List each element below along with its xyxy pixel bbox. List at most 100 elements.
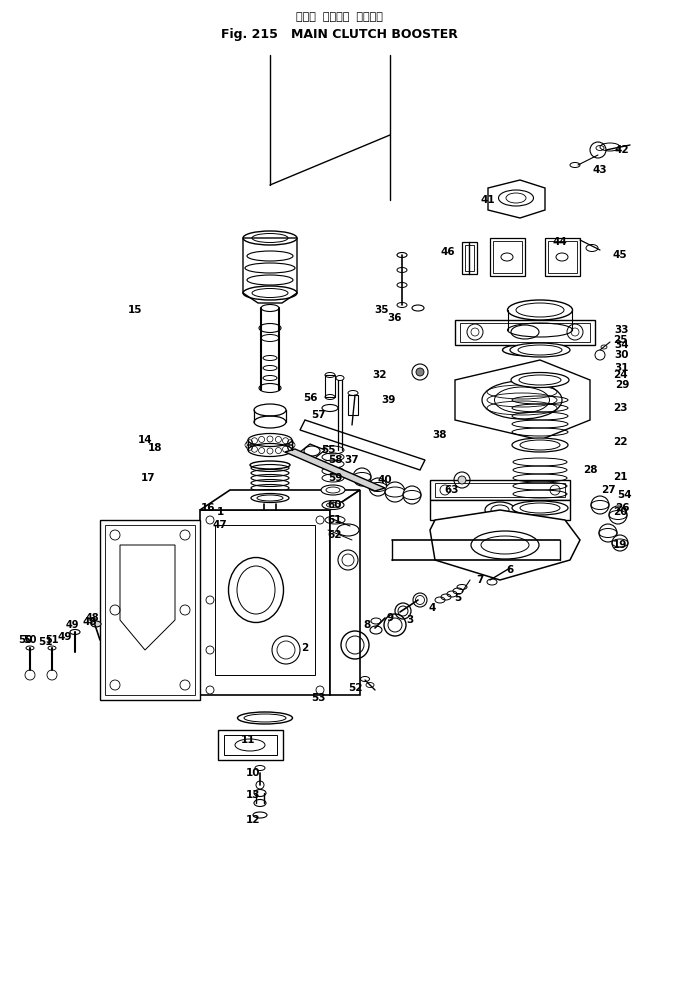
Text: 31: 31 <box>615 363 629 373</box>
Polygon shape <box>100 520 200 700</box>
Circle shape <box>591 496 609 514</box>
Ellipse shape <box>556 253 568 261</box>
Ellipse shape <box>251 494 289 502</box>
Text: 50: 50 <box>23 635 37 645</box>
Polygon shape <box>243 238 297 303</box>
Text: 56: 56 <box>303 393 317 403</box>
Text: 11: 11 <box>241 735 255 745</box>
Circle shape <box>612 535 628 551</box>
Ellipse shape <box>570 163 580 167</box>
Polygon shape <box>300 444 325 458</box>
Text: 34: 34 <box>615 340 629 350</box>
Circle shape <box>609 506 627 524</box>
Text: 28: 28 <box>583 465 597 475</box>
Polygon shape <box>285 449 385 491</box>
Text: 49: 49 <box>58 632 73 642</box>
Text: 19: 19 <box>613 540 627 550</box>
Ellipse shape <box>586 245 598 252</box>
Polygon shape <box>455 360 590 440</box>
Text: 35: 35 <box>375 305 389 315</box>
Text: 47: 47 <box>213 520 227 530</box>
Text: 13: 13 <box>245 790 260 800</box>
Text: 20: 20 <box>613 507 627 517</box>
Text: 63: 63 <box>445 485 459 495</box>
Text: 32: 32 <box>373 370 387 380</box>
Text: 38: 38 <box>433 430 447 440</box>
Text: 60: 60 <box>327 500 342 510</box>
Text: 10: 10 <box>245 768 260 778</box>
Text: 14: 14 <box>138 435 153 445</box>
Text: 27: 27 <box>601 485 616 495</box>
Ellipse shape <box>511 373 569 387</box>
Bar <box>218 730 283 760</box>
Text: 3: 3 <box>406 615 414 625</box>
Circle shape <box>369 478 387 496</box>
Text: 57: 57 <box>311 410 325 420</box>
Text: 43: 43 <box>593 165 607 175</box>
Text: Fig. 215   MAIN CLUTCH BOOSTER: Fig. 215 MAIN CLUTCH BOOSTER <box>220 28 458 41</box>
Text: 33: 33 <box>615 325 629 335</box>
Text: 61: 61 <box>327 515 342 525</box>
Text: 48: 48 <box>83 617 98 627</box>
Text: 29: 29 <box>615 380 629 390</box>
Polygon shape <box>430 480 570 500</box>
Text: 50: 50 <box>18 635 33 645</box>
Ellipse shape <box>412 305 424 311</box>
Text: 51: 51 <box>38 637 52 647</box>
Bar <box>545 238 580 276</box>
Text: メイン  クラッチ  ブースタ: メイン クラッチ ブースタ <box>296 12 382 22</box>
Circle shape <box>590 142 606 158</box>
Text: 22: 22 <box>613 437 627 447</box>
Text: 42: 42 <box>615 145 629 155</box>
Text: 58: 58 <box>327 455 342 465</box>
Text: 52: 52 <box>348 683 362 693</box>
Text: 45: 45 <box>613 250 627 260</box>
Polygon shape <box>200 490 360 510</box>
Bar <box>493 241 522 273</box>
Ellipse shape <box>508 300 572 320</box>
Bar <box>462 242 477 274</box>
Text: 55: 55 <box>321 445 335 455</box>
Bar <box>465 245 474 271</box>
Ellipse shape <box>322 500 344 509</box>
Text: 24: 24 <box>613 370 627 380</box>
Ellipse shape <box>91 621 101 627</box>
Text: 36: 36 <box>388 313 402 323</box>
Text: 1: 1 <box>216 507 224 517</box>
Text: 9: 9 <box>386 613 393 623</box>
Text: 49: 49 <box>65 620 79 630</box>
Ellipse shape <box>501 253 513 261</box>
Text: 7: 7 <box>477 575 483 585</box>
Text: 25: 25 <box>613 335 627 345</box>
Text: 23: 23 <box>613 403 627 413</box>
Text: 21: 21 <box>613 472 627 482</box>
Text: 8: 8 <box>363 620 371 630</box>
Bar <box>490 238 525 276</box>
Polygon shape <box>488 180 545 218</box>
Text: 62: 62 <box>327 530 342 540</box>
Text: 44: 44 <box>553 237 567 247</box>
Bar <box>325 375 335 397</box>
Text: 5: 5 <box>454 593 462 603</box>
Ellipse shape <box>502 344 557 356</box>
Ellipse shape <box>512 438 568 452</box>
Text: 26: 26 <box>615 503 629 513</box>
Circle shape <box>458 476 466 484</box>
Circle shape <box>403 486 421 504</box>
Text: 51: 51 <box>45 635 59 645</box>
Ellipse shape <box>510 343 570 357</box>
Polygon shape <box>330 490 360 695</box>
Ellipse shape <box>321 485 345 495</box>
Text: 53: 53 <box>311 693 325 703</box>
Polygon shape <box>200 510 330 695</box>
Text: 16: 16 <box>201 503 215 513</box>
Circle shape <box>416 368 424 376</box>
Text: 37: 37 <box>344 455 359 465</box>
Polygon shape <box>430 510 580 580</box>
Circle shape <box>385 482 405 502</box>
Text: 59: 59 <box>327 473 342 483</box>
Text: 4: 4 <box>428 603 436 613</box>
Polygon shape <box>455 320 595 345</box>
Text: 30: 30 <box>615 350 629 360</box>
Text: 6: 6 <box>506 565 514 575</box>
